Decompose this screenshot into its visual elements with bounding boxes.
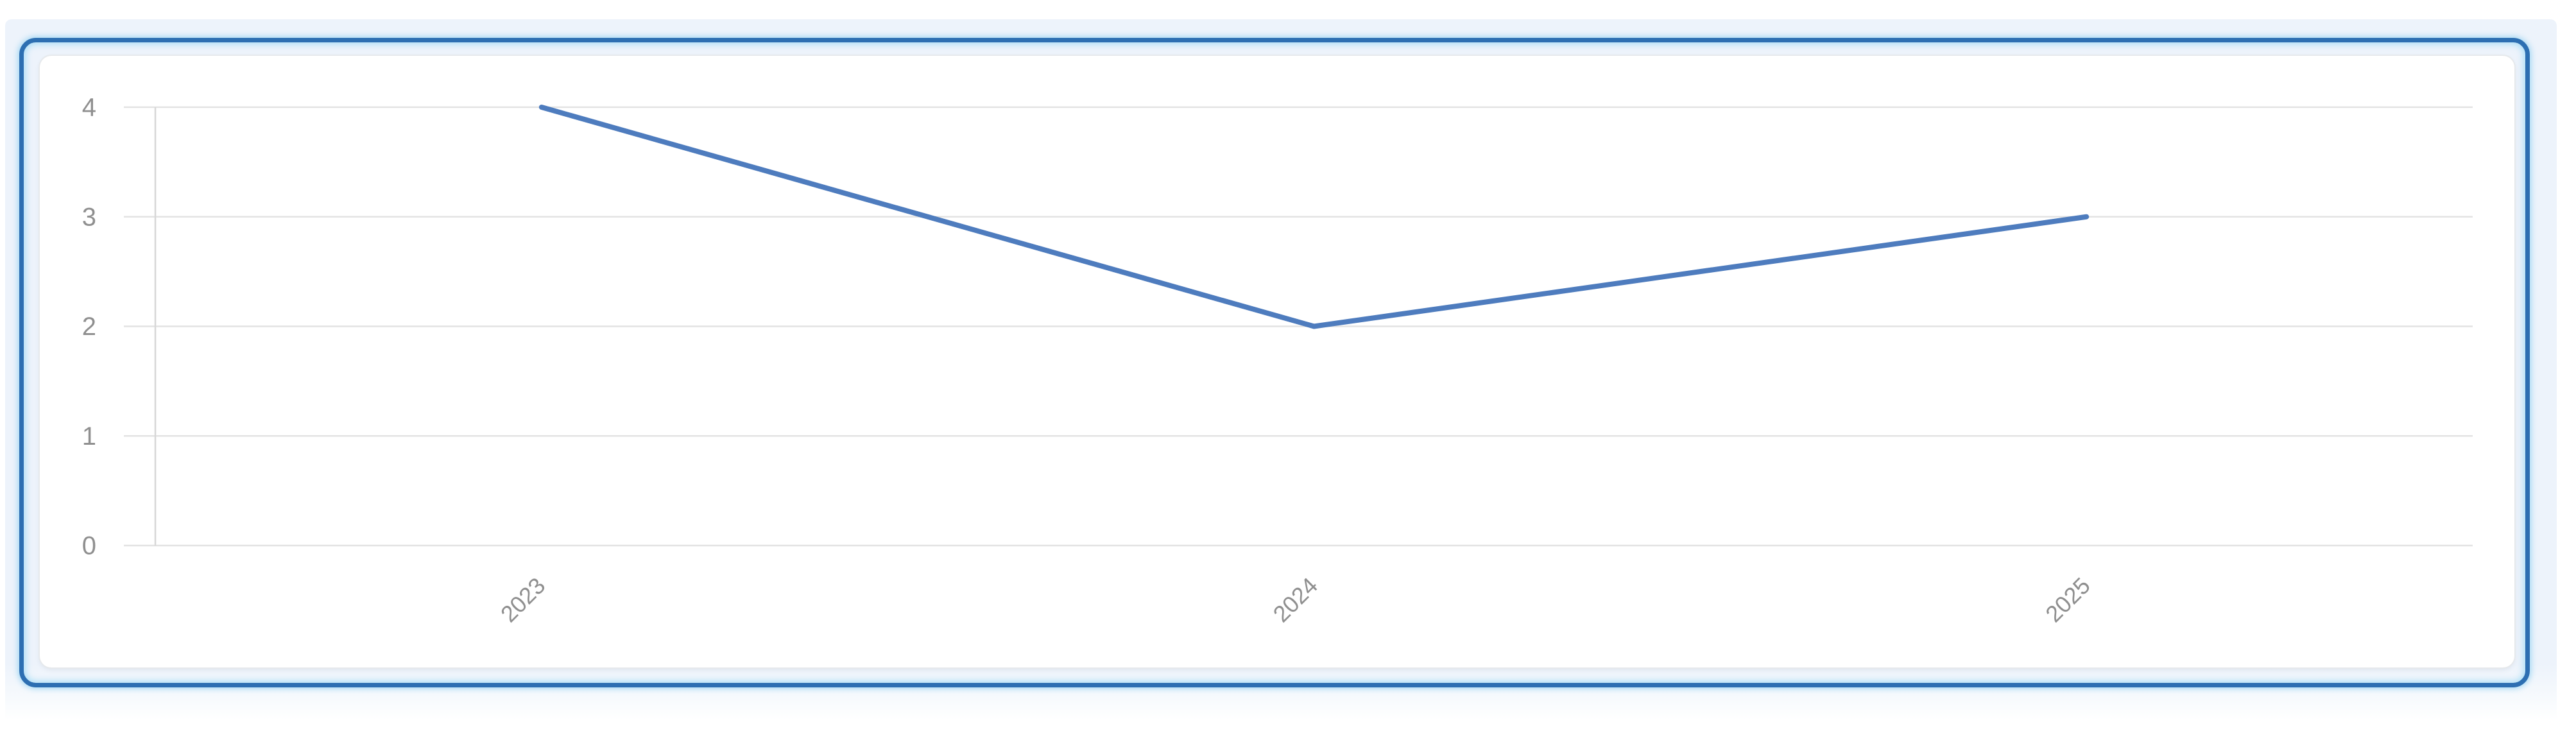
chart-focus-ring bbox=[19, 38, 2530, 687]
y-axis-tick-label: 0 bbox=[82, 532, 96, 560]
y-axis-tick-label: 3 bbox=[82, 203, 96, 231]
x-axis-tick-label: 2023 bbox=[495, 572, 551, 628]
y-axis-tick-label: 1 bbox=[82, 422, 96, 451]
chart-card[interactable]: 0 1 2 3 4 2023 2024 2025 bbox=[40, 56, 2514, 667]
data-series-line bbox=[538, 105, 2090, 329]
x-axis-tick-label: 2024 bbox=[1268, 572, 1323, 628]
x-axis-tick-label: 2025 bbox=[2040, 572, 2095, 628]
y-axis-tick-label: 2 bbox=[82, 313, 96, 341]
line-chart[interactable]: 0 1 2 3 4 2023 2024 2025 bbox=[40, 56, 2514, 667]
y-axis-tick-label: 4 bbox=[82, 94, 96, 122]
